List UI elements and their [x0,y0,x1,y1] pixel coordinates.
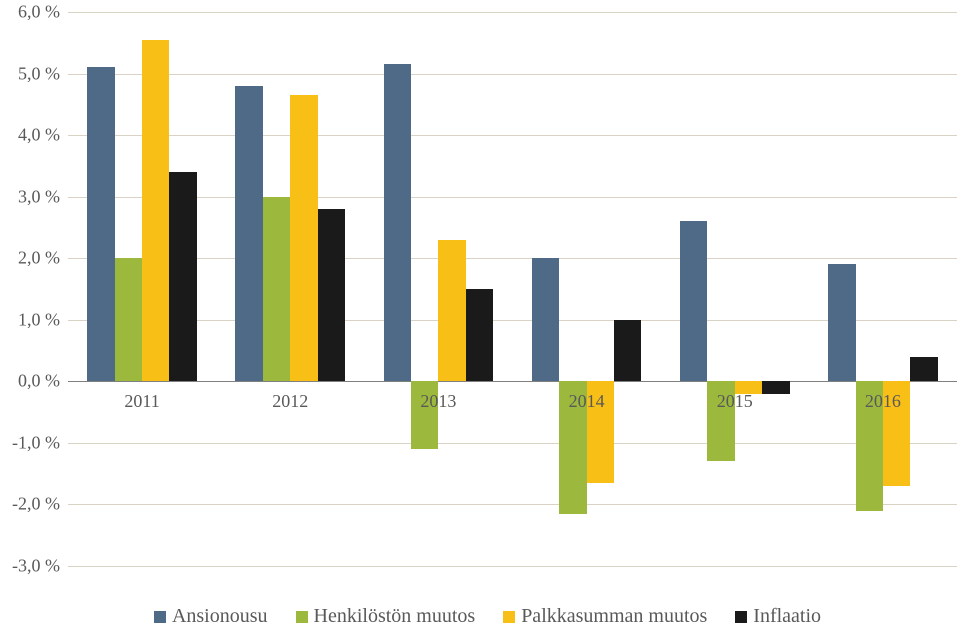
y-axis-label: -2,0 % [12,494,68,515]
y-axis-label: 4,0 % [18,125,68,146]
y-axis-label: 5,0 % [18,63,68,84]
bar [762,381,789,393]
y-axis-label: 3,0 % [18,186,68,207]
legend-item: Palkkasumman muutos [503,605,707,628]
bar [263,197,290,382]
bar [910,357,937,382]
bar [384,64,411,381]
bar [680,221,707,381]
legend-swatch [735,611,747,623]
bar [828,264,855,381]
bar [169,172,196,381]
y-axis-label: 6,0 % [18,2,68,23]
legend-swatch [503,611,515,623]
bar [614,320,641,382]
bar [318,209,345,381]
bar [438,240,465,382]
bars-layer [68,12,957,566]
x-axis-label: 2012 [272,391,308,412]
legend-label: Henkilöstön muutos [314,605,476,628]
bar [290,95,317,381]
bar [466,289,493,381]
bar [115,258,142,381]
legend-label: Inflaatio [753,605,821,628]
y-axis-label: 2,0 % [18,248,68,269]
legend-item: Henkilöstön muutos [296,605,476,628]
bar [235,86,262,381]
x-axis-label: 2016 [865,391,901,412]
bar [87,67,114,381]
legend-item: Inflaatio [735,605,821,628]
legend-label: Palkkasumman muutos [521,605,707,628]
x-axis-label: 2015 [717,391,753,412]
legend-swatch [154,611,166,623]
y-axis-label: 1,0 % [18,309,68,330]
legend-item: Ansionousu [154,605,268,628]
y-axis-label: -1,0 % [12,432,68,453]
gridline [68,566,957,567]
x-axis-label: 2014 [569,391,605,412]
bar [532,258,559,381]
chart-container: -3,0 % -2,0 % -1,0 % 0,0 % 1,0 % 2,0 % 3,0 % 4,… [0,0,975,636]
legend-swatch [296,611,308,623]
bar [142,40,169,382]
x-axis-label: 2013 [420,391,456,412]
y-axis-label: -3,0 % [12,556,68,577]
y-axis-label: 0,0 % [18,371,68,392]
legend: Ansionousu Henkilöstön muutos Palkkasumman… [0,605,975,628]
plot-area: -3,0 %-2,0 %-1,0 %0,0 %1,0 %2,0 %3,0 %4,… [68,12,957,566]
x-axis-label: 2011 [124,391,159,412]
legend-label: Ansionousu [172,605,268,628]
